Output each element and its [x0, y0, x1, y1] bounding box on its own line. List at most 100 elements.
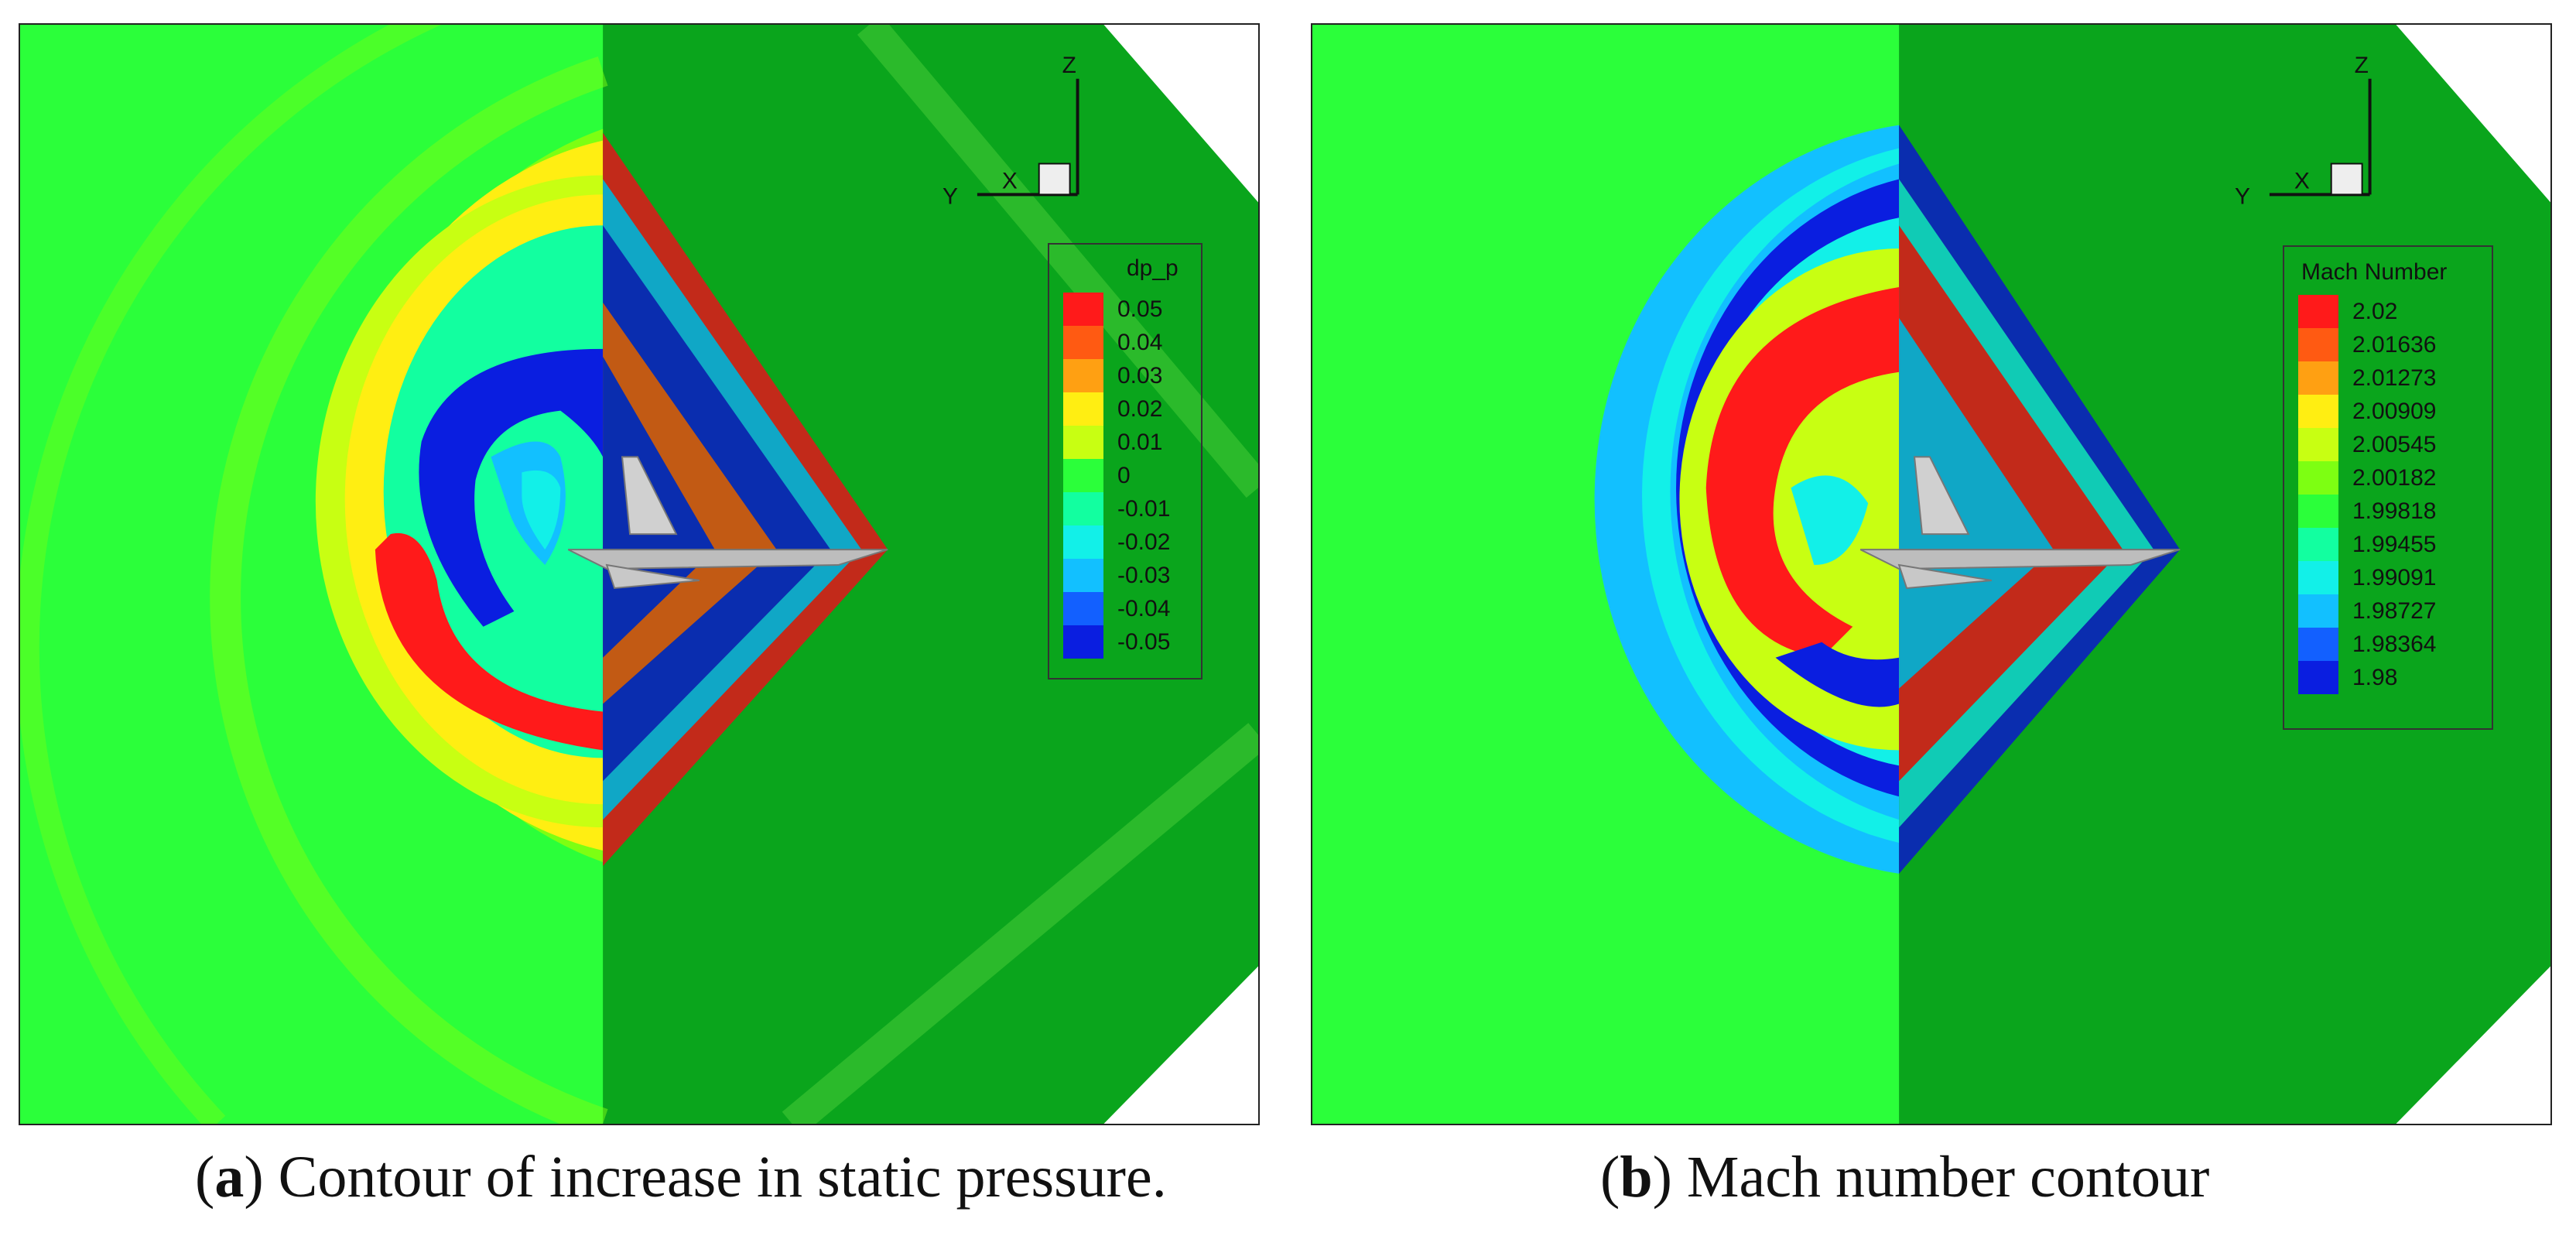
legend-row: -0.02 — [1063, 525, 1170, 559]
legend-swatch — [2298, 395, 2338, 428]
axis-y-label: Y — [2235, 183, 2250, 209]
legend-row: 0.03 — [1063, 359, 1162, 392]
caption-a: (a) Contour of increase in static pressu… — [195, 1145, 1167, 1210]
axis-triad: Z Y X — [2235, 53, 2372, 209]
legend-swatch — [1063, 426, 1103, 459]
legend-a: dp_p 0.05 0.04 0.03 0.02 0.01 0 -0.01 -0.02 -0.0… — [1048, 243, 1202, 679]
caption-b-text: Mach number contour — [1671, 1145, 2210, 1210]
legend-row: 0 — [1063, 459, 1131, 492]
legend-swatch — [2298, 594, 2338, 628]
legend-row: 2.00182 — [2298, 461, 2436, 495]
legend-swatch — [2298, 428, 2338, 461]
caption-a-text: Contour of increase in static pressure. — [263, 1145, 1167, 1210]
legend-value: 0.01 — [1117, 429, 1163, 455]
legend-value: 2.00909 — [2352, 398, 2437, 424]
legend-b-title: Mach Number — [2301, 259, 2448, 285]
corner-bottom-right — [1103, 966, 1258, 1124]
outer-ring-far — [20, 25, 442, 1124]
axis-x-label: X — [1002, 168, 1018, 193]
legend-swatch — [1063, 293, 1103, 326]
crescent-blue — [1775, 642, 1900, 707]
caption-b: (b) Mach number contour — [1600, 1145, 2210, 1210]
legend-row: 1.98364 — [2298, 628, 2436, 661]
legend-swatch — [2298, 361, 2338, 395]
legend-row: -0.04 — [1063, 592, 1170, 625]
legend-swatch — [2298, 528, 2338, 561]
legend-swatch — [2298, 295, 2338, 328]
corner-bottom-right — [2396, 966, 2550, 1124]
legend-swatch — [1063, 592, 1103, 625]
legend-swatch — [2298, 628, 2338, 661]
legend-value: 2.01636 — [2352, 331, 2437, 358]
legend-row: 2.01636 — [2298, 328, 2436, 361]
legend-a-title: dp_p — [1127, 255, 1179, 281]
legend-value: 0.05 — [1117, 296, 1163, 322]
legend-value: -0.04 — [1117, 595, 1171, 621]
axis-z-label: Z — [2355, 53, 2369, 78]
outer-ring-left — [210, 56, 608, 1124]
legend-value: -0.02 — [1117, 529, 1171, 555]
axis-z-label: Z — [1062, 53, 1076, 78]
legend-value: 0.04 — [1117, 329, 1163, 355]
legend-swatch — [1063, 359, 1103, 392]
shock-shade — [603, 132, 888, 866]
core-cyan — [1791, 475, 1869, 566]
legend-swatch — [2298, 461, 2338, 495]
legend-row: 1.99818 — [2298, 495, 2436, 528]
legend-row: 0.04 — [1063, 326, 1162, 359]
crescent-red — [1705, 287, 1900, 658]
legend-row: 0.01 — [1063, 426, 1162, 459]
caption-b-letter: b — [1620, 1145, 1653, 1210]
spiral-blue — [419, 348, 604, 627]
legend-swatch — [2298, 328, 2338, 361]
aircraft-model — [1859, 456, 2181, 590]
legend-swatch — [1063, 525, 1103, 559]
corner-top-right — [1103, 25, 1258, 203]
contour-panel-a: Z Y X dp_p 0.05 0.04 0.03 0.02 0.01 0 -0.01 -0.… — [19, 23, 1260, 1125]
axis-x-label: X — [2294, 168, 2310, 193]
legend-row: 1.99455 — [2298, 528, 2436, 561]
legend-row: 1.98 — [2298, 661, 2397, 694]
legend-row: 2.00909 — [2298, 395, 2436, 428]
legend-swatch — [1063, 326, 1103, 359]
contour-panel-b: Z Y X Mach Number 2.02 2.01636 2.01273 2.00… — [1311, 23, 2552, 1125]
legend-row: 1.98727 — [2298, 594, 2436, 628]
legend-swatch — [2298, 561, 2338, 594]
legend-swatch — [1063, 559, 1103, 592]
legend-row: 1.99091 — [2298, 561, 2436, 594]
corner-top-right — [2396, 25, 2550, 203]
axis-y-label: Y — [942, 183, 958, 209]
legend-swatch — [2298, 661, 2338, 694]
legend-value: -0.01 — [1117, 495, 1171, 522]
legend-swatch — [1063, 625, 1103, 659]
legend-swatch — [1063, 459, 1103, 492]
legend-row: -0.05 — [1063, 625, 1170, 659]
legend-value: 1.98727 — [2352, 597, 2437, 624]
legend-value: -0.03 — [1117, 562, 1171, 588]
legend-value: -0.05 — [1117, 628, 1171, 655]
legend-value: 1.98364 — [2352, 631, 2437, 657]
outer-band-right-top — [857, 25, 1258, 498]
legend-value: 1.98 — [2352, 664, 2398, 690]
legend-swatch — [2298, 495, 2338, 528]
legend-value: 1.99091 — [2352, 564, 2437, 590]
shock-shade — [1899, 125, 2181, 874]
legend-value: 0 — [1117, 462, 1131, 488]
legend-row: -0.03 — [1063, 559, 1170, 592]
spiral-core — [522, 470, 561, 550]
spiral-red — [375, 532, 604, 751]
legend-row: 0.05 — [1063, 293, 1162, 326]
axis-triad: Z Y X — [942, 53, 1079, 209]
legend-value: 2.00545 — [2352, 431, 2437, 457]
legend-row: 2.02 — [2298, 295, 2397, 328]
legend-value: 1.99455 — [2352, 531, 2437, 557]
shock-wedge-inner — [1899, 317, 2054, 689]
pressure-contour-plot: Z Y X — [20, 25, 1258, 1124]
legend-row: 2.00545 — [2298, 428, 2436, 461]
legend-value: 2.00182 — [2352, 464, 2437, 491]
legend-value: 0.02 — [1117, 395, 1163, 422]
caption-a-letter: a — [214, 1145, 245, 1210]
legend-swatch — [1063, 492, 1103, 525]
legend-row: -0.01 — [1063, 492, 1170, 525]
legend-value: 0.03 — [1117, 362, 1163, 389]
